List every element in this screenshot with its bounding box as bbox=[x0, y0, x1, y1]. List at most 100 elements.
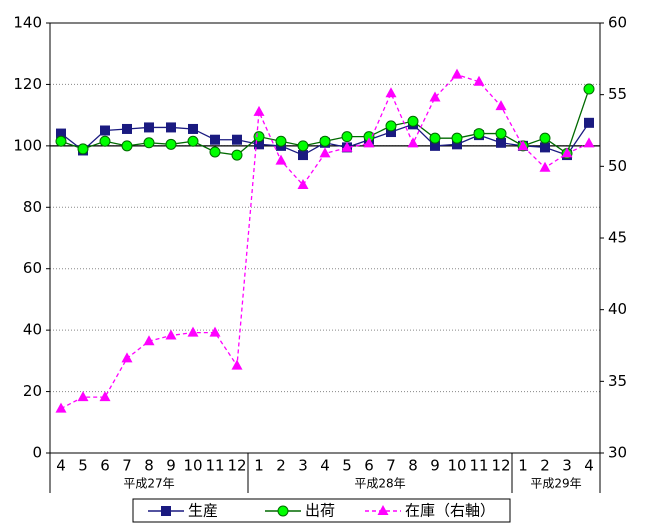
x-tick-label: 4 bbox=[56, 457, 66, 475]
point bbox=[473, 128, 485, 140]
point bbox=[165, 138, 177, 150]
point bbox=[77, 391, 89, 402]
point bbox=[298, 150, 308, 161]
legend-marker bbox=[377, 505, 389, 515]
point bbox=[429, 132, 441, 144]
x-tick-label: 8 bbox=[408, 457, 418, 475]
legend-marker bbox=[161, 506, 171, 516]
x-tick-label: 9 bbox=[166, 457, 176, 475]
plot-frame bbox=[49, 22, 601, 454]
point bbox=[166, 122, 176, 133]
series-line bbox=[60, 73, 590, 410]
point bbox=[253, 105, 265, 116]
y-tick-label: 120 bbox=[13, 75, 42, 93]
x-tick-label: 10 bbox=[183, 457, 202, 475]
point bbox=[496, 137, 506, 148]
point bbox=[100, 125, 110, 136]
point bbox=[517, 140, 529, 151]
point bbox=[188, 123, 198, 134]
point bbox=[232, 134, 242, 145]
point bbox=[319, 135, 331, 147]
x-tick-label: 3 bbox=[562, 457, 572, 475]
point bbox=[539, 161, 551, 172]
x-tick-label: 3 bbox=[298, 457, 308, 475]
x-tick-label: 2 bbox=[276, 457, 286, 475]
point bbox=[540, 142, 550, 153]
point bbox=[407, 115, 419, 127]
point bbox=[99, 135, 111, 147]
point bbox=[561, 147, 573, 158]
point bbox=[341, 141, 353, 152]
x-tick-label: 12 bbox=[227, 457, 246, 475]
y-tick-label: 40 bbox=[23, 321, 42, 339]
point bbox=[77, 143, 89, 155]
y2-tick-label: 45 bbox=[608, 229, 627, 247]
point bbox=[407, 137, 419, 148]
point bbox=[55, 402, 67, 413]
y2-tick-label: 30 bbox=[608, 444, 627, 462]
x-tick-label: 8 bbox=[144, 457, 154, 475]
point bbox=[209, 326, 221, 337]
legend-box bbox=[132, 498, 511, 523]
point bbox=[144, 122, 154, 133]
x-tick-label: 11 bbox=[469, 457, 488, 475]
point bbox=[297, 178, 309, 189]
point bbox=[231, 149, 243, 161]
point bbox=[253, 131, 265, 143]
point bbox=[495, 128, 507, 140]
legend-label: 生産 bbox=[188, 502, 218, 520]
x-tick-label: 7 bbox=[122, 457, 132, 475]
legend-marker bbox=[277, 505, 289, 517]
y2-tick-label: 50 bbox=[608, 157, 627, 175]
x-tick-label: 5 bbox=[342, 457, 352, 475]
point bbox=[319, 147, 331, 158]
x-tick-label: 5 bbox=[78, 457, 88, 475]
y-tick-label: 140 bbox=[13, 14, 42, 32]
y-tick-label: 80 bbox=[23, 198, 42, 216]
x-tick-label: 12 bbox=[491, 457, 510, 475]
point bbox=[495, 100, 507, 111]
point bbox=[55, 135, 67, 147]
point bbox=[583, 137, 595, 148]
y2-tick-label: 60 bbox=[608, 14, 627, 32]
point bbox=[584, 117, 594, 128]
point bbox=[210, 134, 220, 145]
x-tick-label: 4 bbox=[320, 457, 330, 475]
point bbox=[143, 137, 155, 149]
x-tick-label: 6 bbox=[100, 457, 110, 475]
x-tick-label: 11 bbox=[205, 457, 224, 475]
point bbox=[341, 131, 353, 143]
point bbox=[209, 146, 221, 158]
point bbox=[583, 83, 595, 95]
point bbox=[99, 391, 111, 402]
x-tick-label: 4 bbox=[584, 457, 594, 475]
x-tick-label: 1 bbox=[518, 457, 528, 475]
point bbox=[231, 359, 243, 370]
point bbox=[297, 140, 309, 152]
point bbox=[275, 154, 287, 165]
point bbox=[121, 352, 133, 363]
point bbox=[473, 75, 485, 86]
point bbox=[451, 132, 463, 144]
x-tick-label: 9 bbox=[430, 457, 440, 475]
group-label: 平成28年 bbox=[354, 477, 405, 491]
point bbox=[143, 335, 155, 346]
x-tick-label: 2 bbox=[540, 457, 550, 475]
x-tick-label: 7 bbox=[386, 457, 396, 475]
x-tick-label: 1 bbox=[254, 457, 264, 475]
point bbox=[121, 140, 133, 152]
point bbox=[363, 137, 375, 148]
y-tick-label: 100 bbox=[13, 136, 42, 154]
group-label: 平成27年 bbox=[123, 477, 174, 491]
point bbox=[385, 120, 397, 132]
point bbox=[451, 68, 463, 79]
x-tick-label: 10 bbox=[447, 457, 466, 475]
point bbox=[187, 135, 199, 147]
point bbox=[165, 329, 177, 340]
point bbox=[275, 135, 287, 147]
point bbox=[187, 326, 199, 337]
y2-tick-label: 35 bbox=[608, 372, 627, 390]
group-label: 平成29年 bbox=[530, 477, 581, 491]
legend-label: 出荷 bbox=[305, 502, 335, 520]
